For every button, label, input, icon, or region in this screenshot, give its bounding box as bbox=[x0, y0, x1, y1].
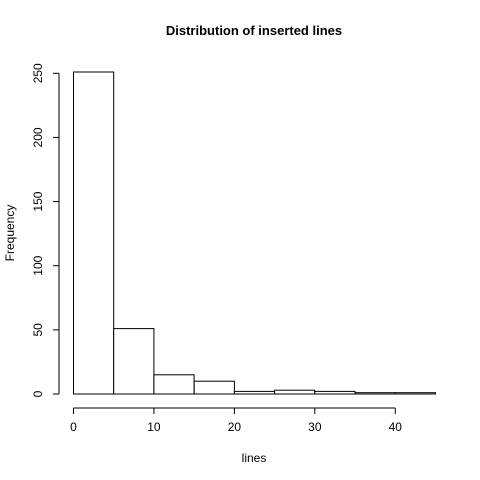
y-tick-label: 50 bbox=[31, 323, 45, 337]
x-tick-label: 0 bbox=[70, 420, 77, 434]
histogram-bar bbox=[73, 71, 115, 395]
y-tick-label: 100 bbox=[31, 255, 45, 275]
y-tick-label: 150 bbox=[31, 191, 45, 211]
histogram-bar bbox=[394, 392, 436, 395]
bars-group bbox=[73, 71, 436, 395]
histogram-bar bbox=[233, 390, 276, 395]
histogram-bar bbox=[314, 390, 356, 395]
x-tick-label: 40 bbox=[389, 420, 403, 434]
y-tick-label: 250 bbox=[31, 63, 45, 83]
histogram-bar bbox=[193, 380, 235, 395]
chart-title: Distribution of inserted lines bbox=[166, 23, 342, 38]
histogram-bar bbox=[274, 389, 316, 395]
y-tick-label: 200 bbox=[31, 127, 45, 147]
y-axis: 0 50 100 150 200 250 bbox=[31, 63, 60, 397]
histogram-bar bbox=[153, 374, 195, 395]
x-tick-label: 10 bbox=[147, 420, 161, 434]
y-tick-label: 0 bbox=[31, 390, 45, 397]
x-axis-label: lines bbox=[242, 451, 267, 465]
histogram-bar bbox=[354, 392, 396, 395]
x-tick-label: 30 bbox=[308, 420, 322, 434]
y-axis-label: Frequency bbox=[3, 205, 17, 262]
x-axis: 0 10 20 30 40 bbox=[70, 407, 403, 434]
x-tick-label: 20 bbox=[228, 420, 242, 434]
histogram-bar bbox=[113, 328, 155, 395]
